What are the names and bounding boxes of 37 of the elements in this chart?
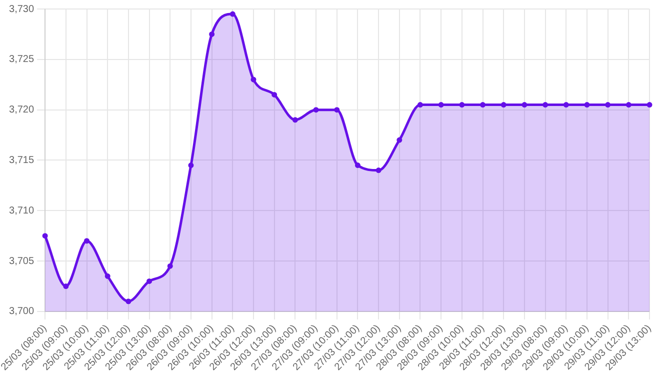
point (396, 137, 402, 143)
y-tick-label: 3,725 (9, 54, 34, 66)
y-tick-label: 3,700 (9, 306, 34, 318)
point (438, 102, 444, 108)
y-tick-label: 3,730 (9, 4, 34, 15)
point (313, 107, 319, 113)
point (209, 31, 215, 37)
point (272, 92, 278, 98)
point (42, 233, 48, 239)
point (84, 238, 90, 244)
point (334, 107, 340, 113)
point (459, 102, 465, 108)
point (126, 298, 132, 304)
point (104, 273, 110, 279)
point (376, 168, 382, 174)
point (605, 102, 611, 108)
y-tick-label: 3,705 (9, 256, 34, 267)
point (354, 162, 360, 168)
y-tick-label: 3,720 (9, 104, 34, 116)
point (626, 102, 632, 108)
point (480, 102, 486, 108)
point (230, 11, 236, 17)
point (584, 102, 590, 108)
point (646, 102, 652, 108)
point (522, 102, 528, 108)
point (250, 76, 256, 82)
point (542, 102, 548, 108)
y-tick-label: 3,710 (9, 205, 34, 216)
point (188, 162, 194, 168)
point (146, 278, 152, 284)
point (563, 102, 569, 108)
point (500, 102, 506, 108)
y-tick-label: 3,715 (9, 154, 34, 166)
point (292, 117, 298, 123)
point (167, 263, 173, 269)
point (63, 283, 69, 289)
point (417, 102, 423, 108)
